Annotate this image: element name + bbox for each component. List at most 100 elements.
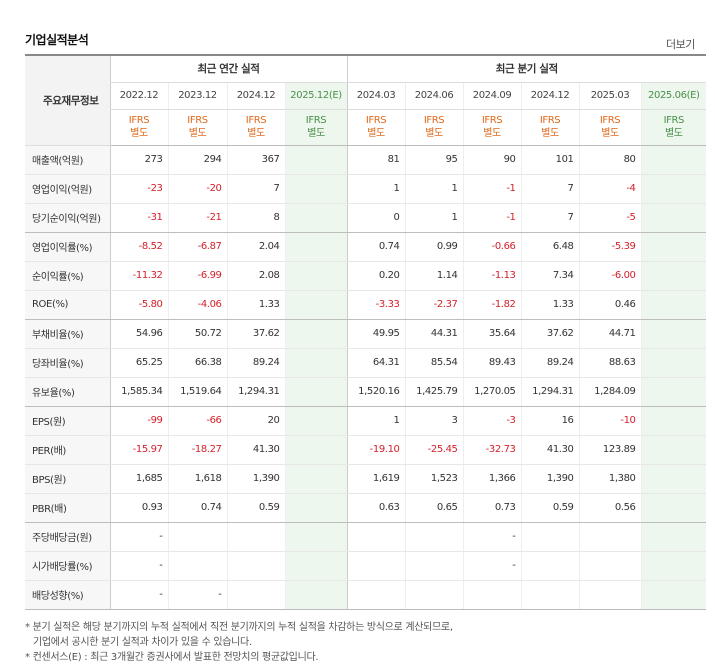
value-cell: 37.62 (226, 319, 285, 349)
value-cell: 1,619 (346, 464, 406, 494)
row-label: PER(배) (25, 435, 110, 465)
basis-type: 별도 (483, 128, 501, 139)
value-cell: -11.32 (109, 261, 168, 291)
value-cell (640, 551, 707, 581)
value-cell: 49.95 (346, 319, 406, 349)
value-cell: 1,685 (109, 464, 168, 494)
basis-standard: IFRS (305, 115, 327, 126)
value-cell: -1.13 (462, 261, 522, 291)
value-cell: 0.20 (346, 261, 406, 291)
basis-standard: IFRS (599, 115, 621, 126)
table-row: 시가배당률(%) - - (25, 551, 707, 581)
value-cell: 64.31 (346, 348, 406, 378)
basis-type: 별도 (247, 128, 265, 139)
value-cell (226, 551, 285, 581)
value-cell: - (109, 522, 168, 552)
quarter-group-header: 최근 분기 실적 (346, 55, 707, 83)
value-cell (640, 145, 707, 175)
value-cell: -5.80 (109, 290, 168, 320)
value-cell: -4.06 (167, 290, 227, 320)
basis-header: IFRS 별도 (404, 109, 464, 146)
basis-type: 별도 (307, 128, 325, 139)
value-cell: 1,284.09 (578, 377, 642, 407)
footnote-line: * 분기 실적은 해당 분기까지의 누적 실적에서 직전 분기까지의 누적 실적… (25, 622, 453, 633)
value-cell (226, 522, 285, 552)
value-cell (167, 551, 227, 581)
value-cell (284, 145, 348, 175)
value-cell: -6.87 (167, 232, 227, 262)
value-cell: 41.30 (520, 435, 580, 465)
value-cell: 7 (520, 203, 580, 233)
value-cell: -32.73 (462, 435, 522, 465)
table-row: ROE(%) -5.80 -4.06 1.33 -3.33 -2.37 -1.82 1.33 0… (25, 290, 707, 320)
value-cell: 1,618 (167, 464, 227, 494)
value-cell: -5.39 (578, 232, 642, 262)
value-cell (640, 406, 707, 436)
value-cell: 1,585.34 (109, 377, 168, 407)
value-cell: 1,520.16 (346, 377, 406, 407)
more-link[interactable]: 더보기 (666, 38, 695, 51)
basis-header: IFRS 별도 (578, 109, 642, 146)
basis-standard: IFRS (423, 115, 445, 126)
row-label: 유보율(%) (25, 377, 110, 407)
period-header: 2023.12 (167, 82, 227, 110)
value-cell (284, 319, 348, 349)
row-label: BPS(원) (25, 464, 110, 494)
value-cell: 0.65 (404, 493, 464, 523)
table-row: 순이익률(%) -11.32 -6.99 2.08 0.20 1.14 -1.13 7.34-… (25, 261, 707, 291)
value-cell: -23 (109, 174, 168, 204)
value-cell (284, 232, 348, 262)
period-header: 2022.12 (109, 82, 168, 110)
value-cell (520, 551, 580, 581)
value-cell (640, 232, 707, 262)
value-cell (640, 493, 707, 523)
value-cell (284, 493, 348, 523)
basis-header: IFRS 별도 (167, 109, 227, 146)
value-cell (640, 348, 707, 378)
value-cell: 88.63 (578, 348, 642, 378)
basis-header: IFRS 별도 (640, 109, 707, 146)
value-cell: 0.93 (109, 493, 168, 523)
basis-standard: IFRS (245, 115, 267, 126)
section-title: 기업실적분석 (25, 33, 89, 47)
value-cell: - (167, 580, 227, 610)
value-cell: 1 (404, 203, 464, 233)
basis-header: IFRS 별도 (346, 109, 406, 146)
value-cell: -1 (462, 174, 522, 204)
value-cell (640, 174, 707, 204)
value-cell (284, 580, 348, 610)
value-cell: 0.73 (462, 493, 522, 523)
value-cell (284, 522, 348, 552)
value-cell: - (109, 551, 168, 581)
value-cell: 7.34 (520, 261, 580, 291)
period-header: 2025.12(E) (284, 82, 348, 110)
period-header: 2025.06(E) (640, 82, 707, 110)
value-cell (284, 551, 348, 581)
value-cell (578, 522, 642, 552)
value-cell: 44.31 (404, 319, 464, 349)
value-cell: 8 (226, 203, 285, 233)
value-cell: 1,523 (404, 464, 464, 494)
value-cell (578, 580, 642, 610)
value-cell: -99 (109, 406, 168, 436)
value-cell: 95 (404, 145, 464, 175)
table-row: EPS(원) -99 -66 20 1 3 -3 16 -10 (25, 406, 707, 436)
value-cell: -2.37 (404, 290, 464, 320)
value-cell: -1 (462, 203, 522, 233)
basis-type: 별도 (601, 128, 619, 139)
row-label: 배당성향(%) (25, 580, 110, 610)
value-cell (520, 522, 580, 552)
value-cell: 54.96 (109, 319, 168, 349)
table-row: 매출액(억원) 273 294 367 81 95 90 101 80 (25, 145, 707, 175)
value-cell (640, 435, 707, 465)
value-cell (167, 522, 227, 552)
value-cell: 273 (109, 145, 168, 175)
footnotes: * 분기 실적은 해당 분기까지의 누적 실적에서 직전 분기까지의 누적 실적… (25, 620, 705, 665)
footnote-line: 기업에서 공시한 분기 실적과 차이가 있을 수 있습니다. (33, 637, 252, 648)
basis-header: IFRS 별도 (284, 109, 348, 146)
row-label: 당좌비율(%) (25, 348, 110, 378)
period-header: 2025.03 (578, 82, 642, 110)
row-label: 영업이익률(%) (25, 232, 110, 262)
row-label: ROE(%) (25, 290, 110, 320)
basis-type: 별도 (367, 128, 385, 139)
